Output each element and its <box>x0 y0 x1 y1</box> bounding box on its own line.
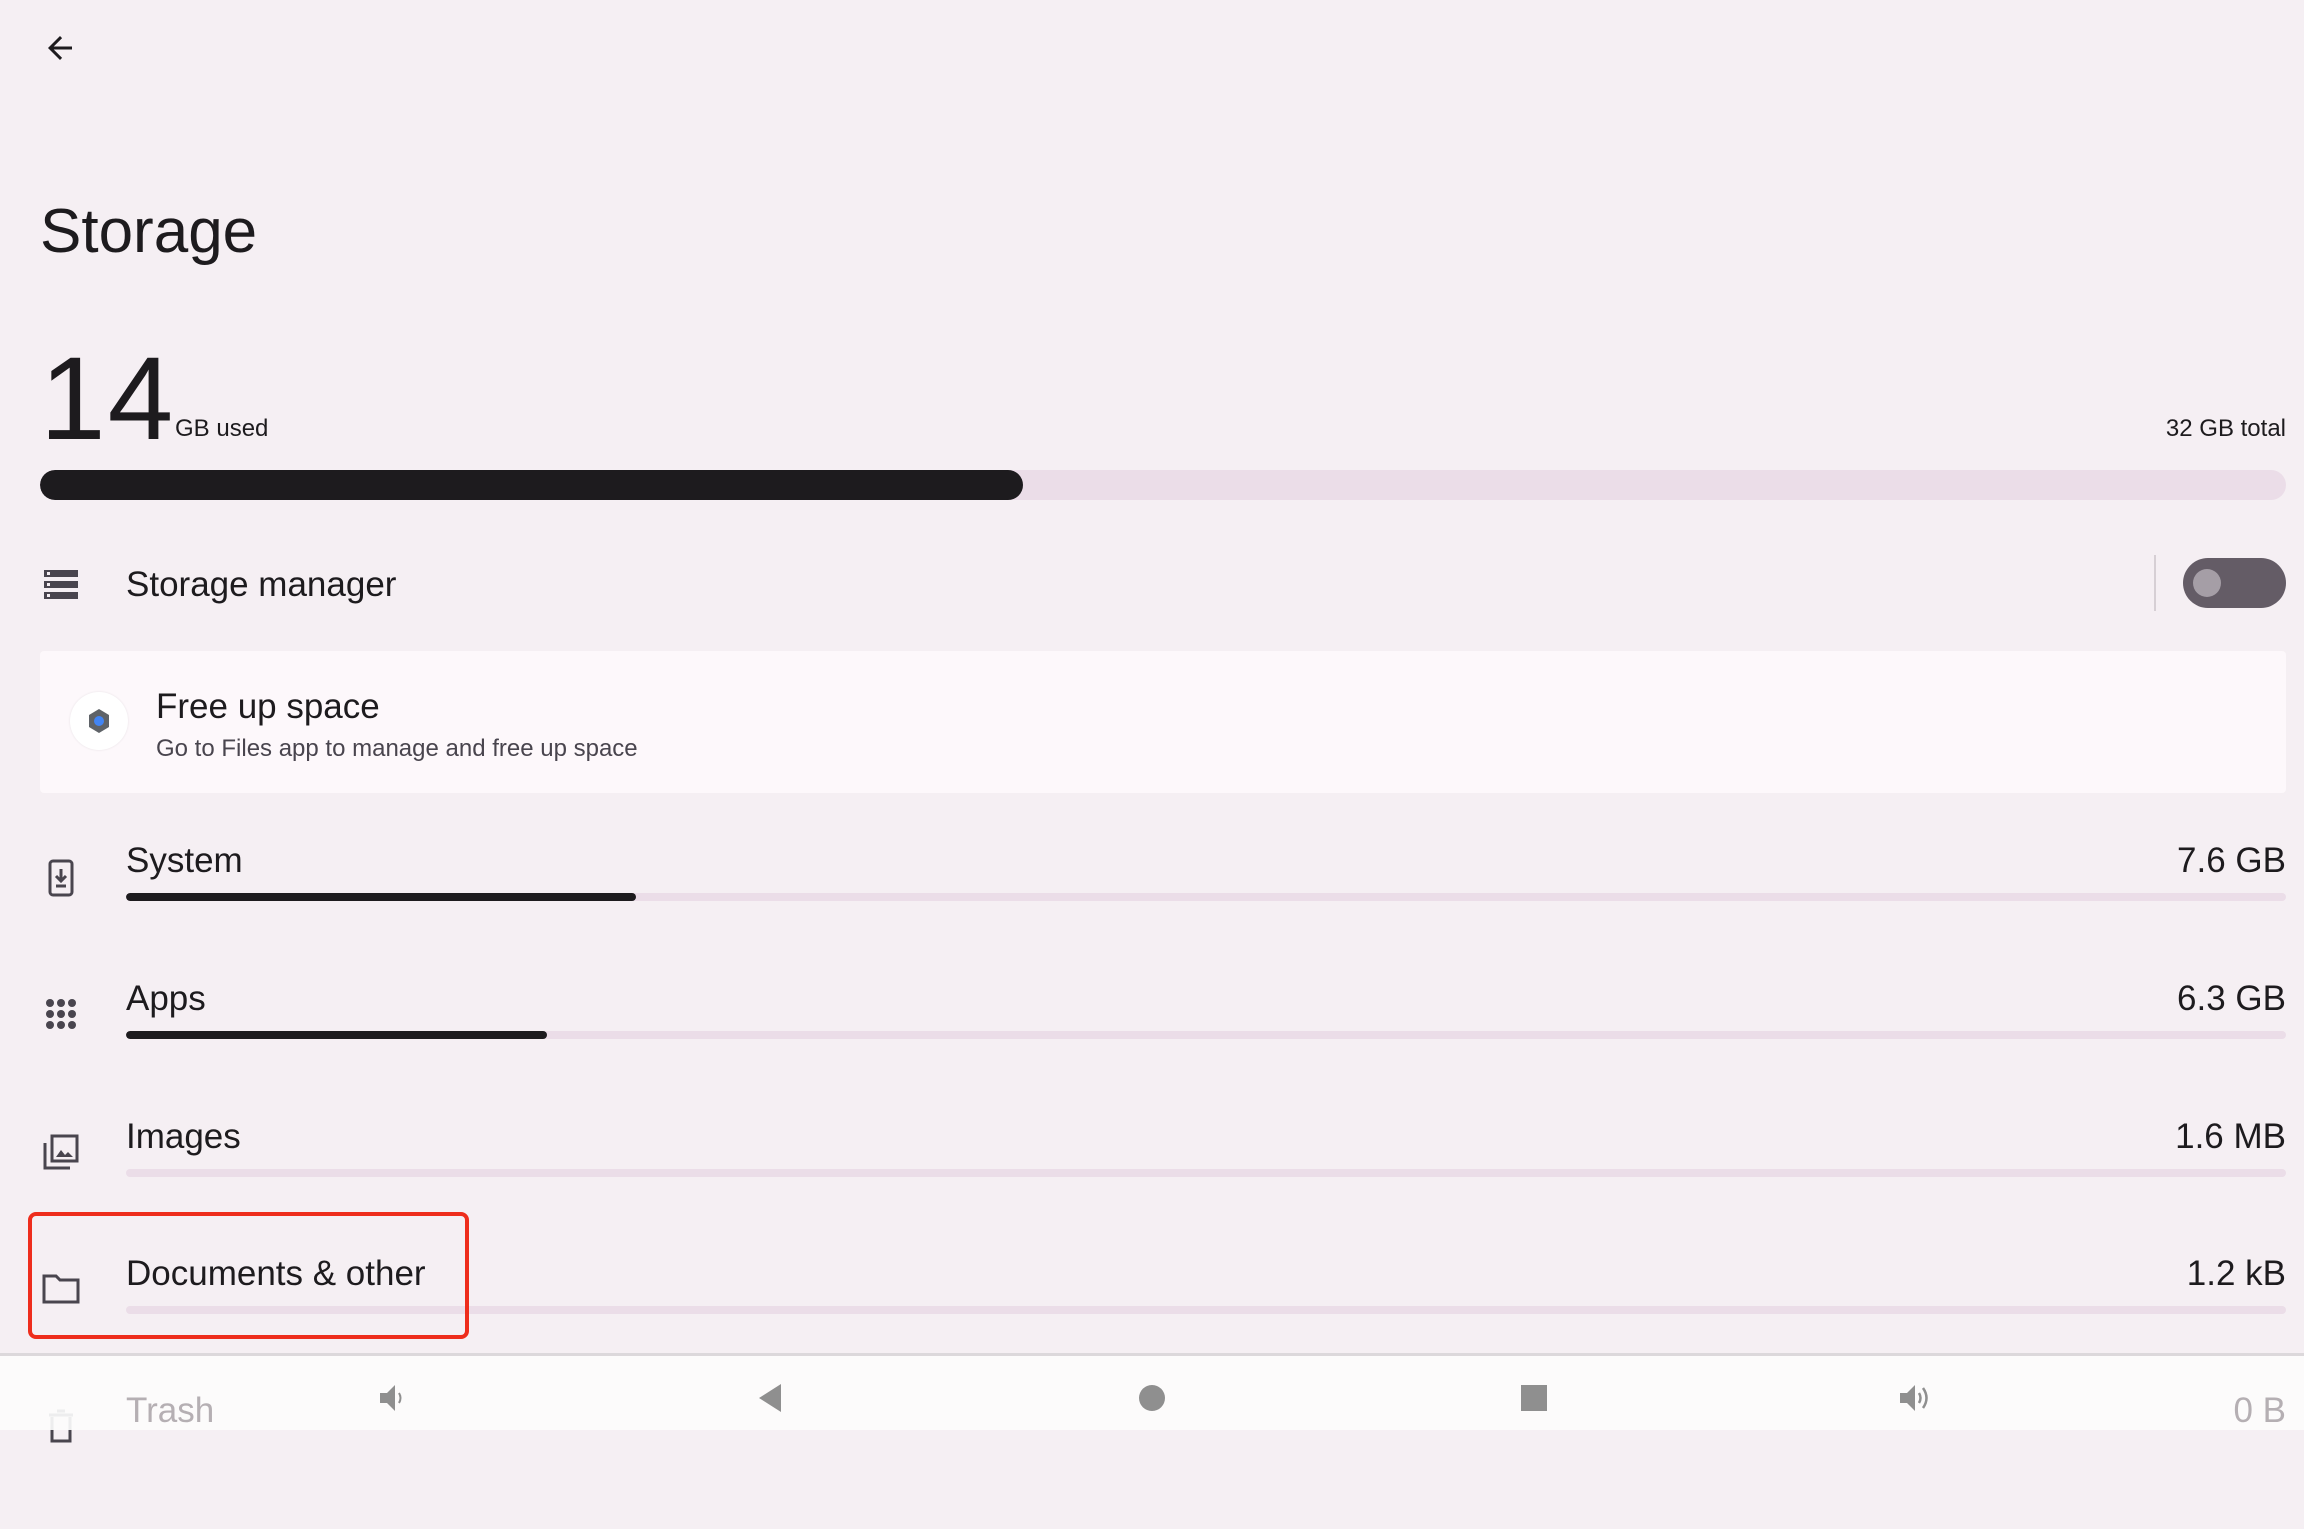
apps-grid-icon <box>36 989 86 1039</box>
category-images[interactable]: Images 1.6 MB <box>0 1117 2304 1255</box>
storage-usage-bar <box>40 470 2286 500</box>
volume-up-icon[interactable] <box>1895 1378 1935 1418</box>
category-bar-fill <box>126 1031 548 1039</box>
files-app-icon <box>70 692 128 750</box>
free-up-space-card[interactable]: Free up space Go to Files app to manage … <box>40 651 2286 793</box>
used-amount: 14 <box>40 333 176 465</box>
category-bar-fill <box>126 893 636 901</box>
category-label: Images <box>126 1117 241 1156</box>
category-size: 1.6 MB <box>2175 1117 2286 1156</box>
navigation-bar <box>0 1353 2304 1430</box>
storage-manager-label: Storage manager <box>126 565 397 604</box>
toggle-knob <box>2193 569 2221 597</box>
category-size: 0 B <box>2233 1391 2286 1430</box>
category-system[interactable]: System 7.6 GB <box>0 841 2304 979</box>
divider <box>2154 555 2156 611</box>
volume-down-icon[interactable] <box>371 1378 411 1418</box>
category-size: 1.2 kB <box>2186 1254 2286 1293</box>
category-label: Documents & other <box>126 1254 426 1293</box>
storage-manager-toggle[interactable] <box>2183 558 2286 608</box>
category-bar <box>126 1031 2286 1039</box>
category-bar <box>126 1169 2286 1177</box>
storage-list-icon <box>36 560 86 610</box>
recents-square-icon[interactable] <box>1514 1378 1554 1418</box>
page-title: Storage <box>40 197 258 266</box>
arrow-left-icon <box>48 36 72 60</box>
category-apps[interactable]: Apps 6.3 GB <box>0 979 2304 1117</box>
category-bar <box>126 893 2286 901</box>
total-capacity: 32 GB total <box>2165 415 2286 442</box>
back-triangle-icon[interactable] <box>750 1378 790 1418</box>
highlight-box <box>28 1212 469 1339</box>
category-size: 7.6 GB <box>2177 841 2286 880</box>
category-label: System <box>126 841 243 880</box>
folder-icon <box>36 1264 86 1314</box>
category-documents-other[interactable]: Documents & other 1.2 kB <box>0 1254 2304 1392</box>
category-size: 6.3 GB <box>2177 979 2286 1018</box>
image-icon <box>36 1127 86 1177</box>
system-update-icon <box>36 853 86 903</box>
free-up-space-title: Free up space <box>156 687 380 726</box>
storage-usage-fill <box>40 470 1023 500</box>
back-button[interactable] <box>36 24 84 72</box>
free-up-space-subtitle: Go to Files app to manage and free up sp… <box>156 735 638 762</box>
category-label[interactable]: Trash <box>126 1391 215 1430</box>
category-bar <box>126 1306 2286 1314</box>
category-label: Apps <box>126 979 206 1018</box>
home-circle-icon[interactable] <box>1132 1378 1172 1418</box>
used-unit-label: GB used <box>175 415 269 442</box>
